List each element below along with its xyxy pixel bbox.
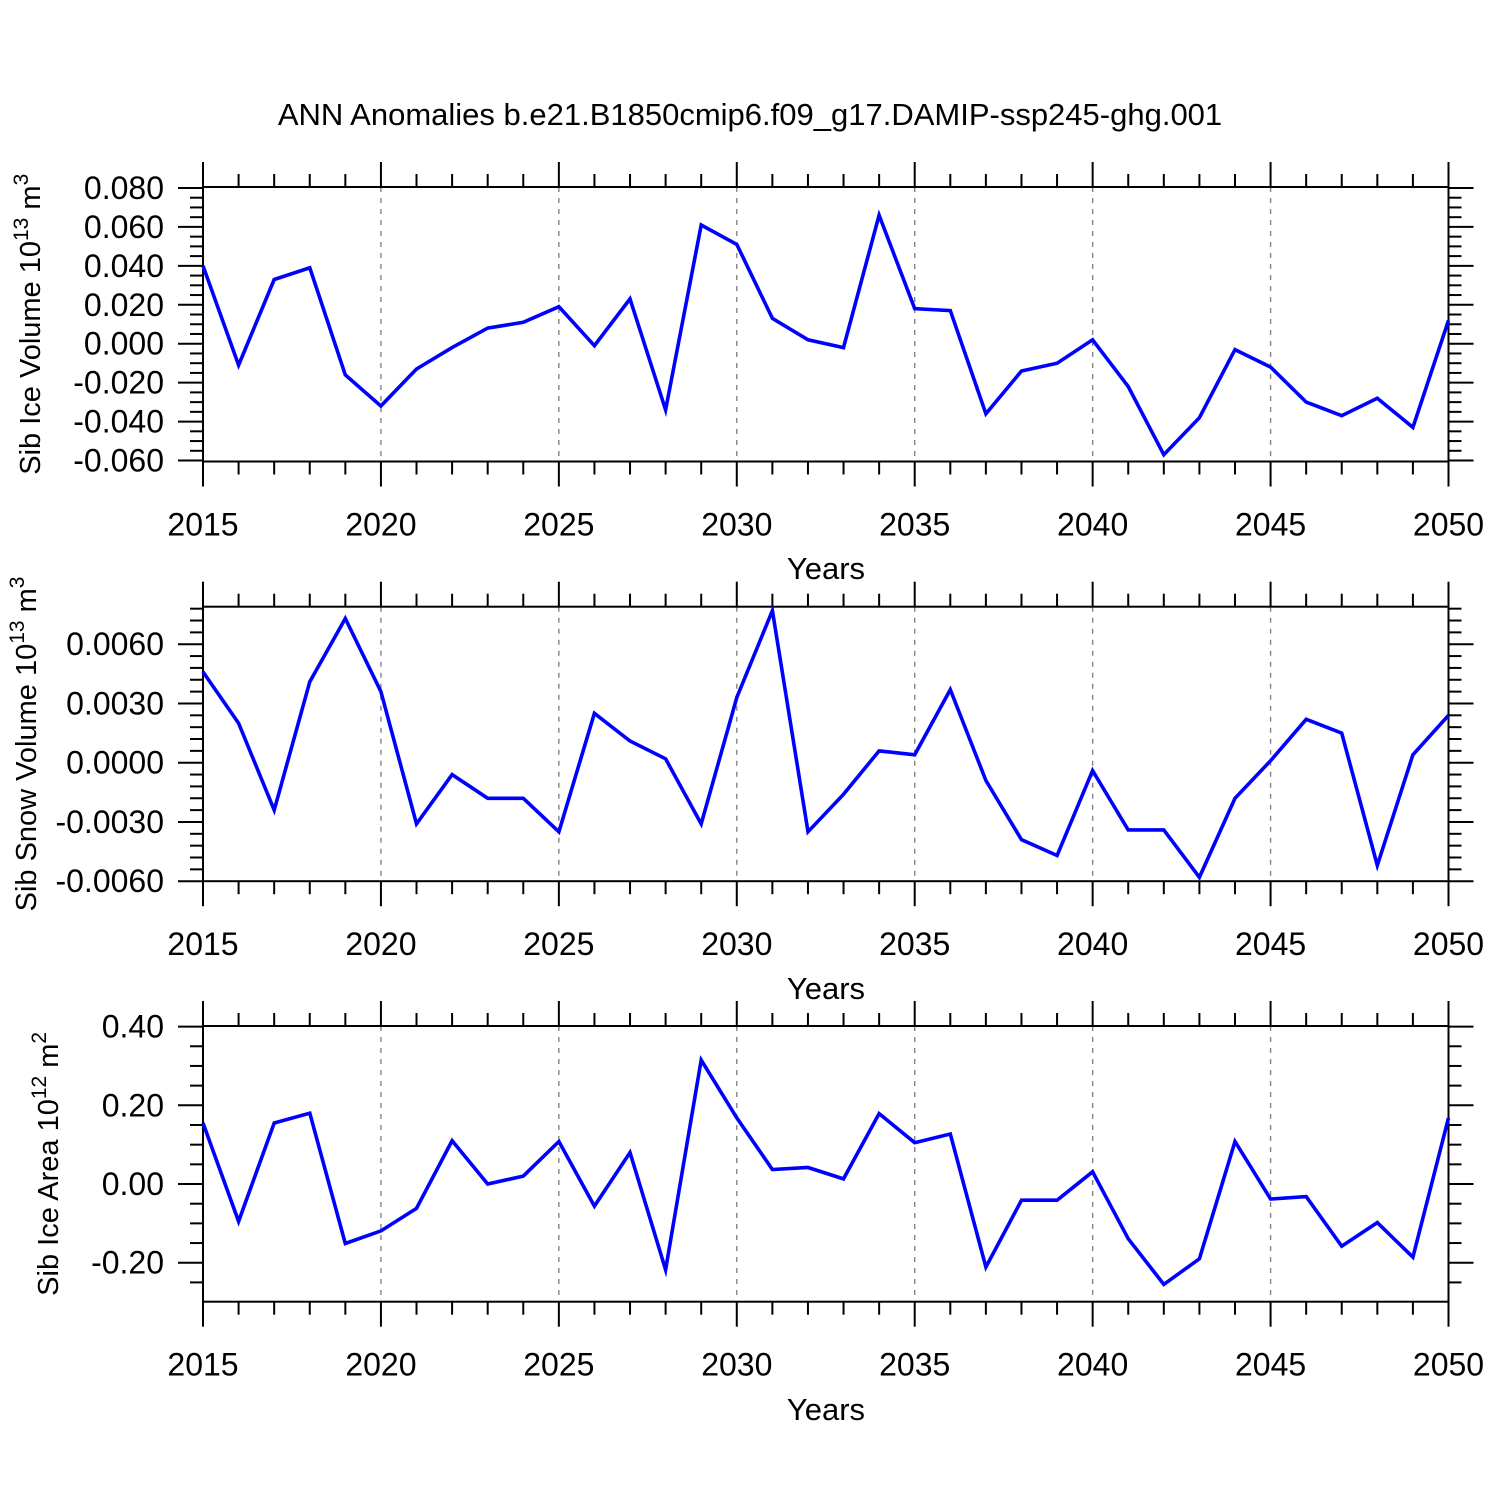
y-axis-title-sib-snow-volume: Sib Snow Volume 1013 m3 xyxy=(6,577,43,912)
x-tick-label-2045: 2045 xyxy=(1235,1347,1306,1383)
ticks-sib-ice-area xyxy=(178,1001,1474,1327)
x-tick-label-2025: 2025 xyxy=(523,1347,594,1383)
x-tick-label-2030: 2030 xyxy=(701,1347,772,1383)
x-tick-label-2020: 2020 xyxy=(345,1347,416,1383)
sib-ice-volume-series xyxy=(201,209,1451,458)
x-tick-label-2045: 2045 xyxy=(1235,926,1306,962)
xlabel-panel-2: Years xyxy=(787,971,865,1006)
plot-frame xyxy=(202,1025,1450,1303)
y-tick-label-0.0060: 0.0060 xyxy=(66,626,164,662)
y-tick-label--0.0030: -0.0030 xyxy=(55,804,164,840)
chart-title: ANN Anomalies b.e21.B1850cmip6.f09_g17.D… xyxy=(278,97,1222,132)
y-tick-label-0.040: 0.040 xyxy=(84,248,164,284)
y-tick-label-0.000: 0.000 xyxy=(84,326,164,362)
panels-group: 0.0800.0600.0400.0200.000-0.020-0.040-0.… xyxy=(6,162,1484,1383)
x-tick-label-2050: 2050 xyxy=(1413,507,1484,543)
y-tick-label-0.20: 0.20 xyxy=(102,1087,164,1123)
y-tick-label-0.080: 0.080 xyxy=(84,170,164,206)
gridlines-sib-snow-volume xyxy=(380,606,1272,882)
panel-sib-ice-volume: 0.0800.0600.0400.0200.000-0.020-0.040-0.… xyxy=(10,162,1484,543)
ticks-sib-snow-volume xyxy=(178,581,1474,907)
y-tick-label--0.040: -0.040 xyxy=(73,404,164,440)
x-tick-label-2040: 2040 xyxy=(1057,1347,1128,1383)
x-tick-label-2035: 2035 xyxy=(879,507,950,543)
x-tick-label-2050: 2050 xyxy=(1413,926,1484,962)
gridlines-sib-ice-area xyxy=(380,1026,1272,1302)
sib-ice-area-series xyxy=(201,1054,1451,1287)
x-tick-label-2030: 2030 xyxy=(701,507,772,543)
plot-frame xyxy=(202,605,1450,883)
x-tick-label-2020: 2020 xyxy=(345,926,416,962)
xlabel-panel-3: Years xyxy=(787,1392,865,1427)
y-tick-label--0.20: -0.20 xyxy=(91,1245,164,1281)
y-tick-label-0.020: 0.020 xyxy=(84,287,164,323)
y-tick-label-0.0030: 0.0030 xyxy=(66,685,164,721)
x-tick-label-2025: 2025 xyxy=(523,926,594,962)
ticks-sib-ice-volume xyxy=(178,162,1474,487)
x-tick-label-2030: 2030 xyxy=(701,926,772,962)
y-tick-label-0.0000: 0.0000 xyxy=(66,745,164,781)
y-axis-title-sib-ice-area: Sib Ice Area 1012 m2 xyxy=(28,1032,65,1296)
panel-sib-ice-area: 0.40 0.20 0.00 -0.20 2015 2020 2025 2030 2035 204… xyxy=(28,1001,1484,1383)
gridlines-sib-ice-volume xyxy=(380,187,1272,462)
x-tick-label-2015: 2015 xyxy=(167,1347,238,1383)
y-tick-label-0.00: 0.00 xyxy=(102,1166,164,1202)
x-tick-label-2015: 2015 xyxy=(167,926,238,962)
y-tick-label-0.060: 0.060 xyxy=(84,209,164,245)
x-tick-label-2045: 2045 xyxy=(1235,507,1306,543)
x-tick-label-2050: 2050 xyxy=(1413,1347,1484,1383)
x-tick-label-2035: 2035 xyxy=(879,1347,950,1383)
x-tick-label-2040: 2040 xyxy=(1057,926,1128,962)
xlabel-panel-1: Years xyxy=(787,551,865,586)
x-tick-label-2035: 2035 xyxy=(879,926,950,962)
sib-snow-volume-series xyxy=(201,603,1450,881)
y-tick-label--0.060: -0.060 xyxy=(73,443,164,479)
x-tick-label-2025: 2025 xyxy=(523,507,594,543)
y-tick-label--0.020: -0.020 xyxy=(73,365,164,401)
y-tick-label--0.0060: -0.0060 xyxy=(55,863,164,899)
y-tick-label-0.40: 0.40 xyxy=(102,1009,164,1045)
x-tick-label-2040: 2040 xyxy=(1057,507,1128,543)
x-tick-label-2020: 2020 xyxy=(345,507,416,543)
x-tick-label-2015: 2015 xyxy=(167,507,238,543)
y-axis-title-sib-ice-volume: Sib Ice Volume 1013 m3 xyxy=(10,174,47,475)
